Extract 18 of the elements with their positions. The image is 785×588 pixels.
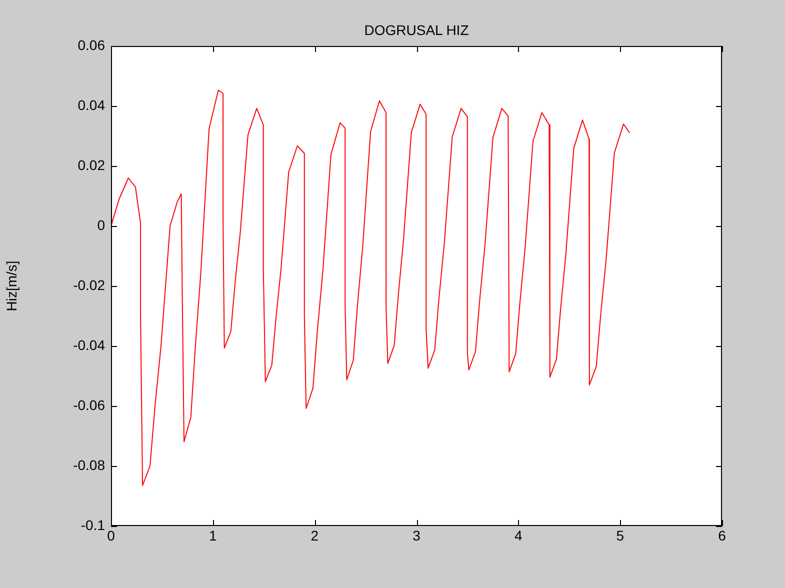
x-tick-label: 0 bbox=[107, 527, 116, 544]
y-tick-label: -0.08 bbox=[73, 456, 106, 473]
y-tick-label: -0.04 bbox=[73, 336, 106, 353]
y-tick-label: -0.1 bbox=[80, 516, 106, 533]
x-tick-label: 5 bbox=[616, 527, 624, 544]
x-tick-label: 2 bbox=[310, 527, 319, 544]
y-tick-label: 0.02 bbox=[78, 156, 106, 173]
x-tick-label: 3 bbox=[412, 527, 421, 544]
chart-title: DOGRUSAL HIZ bbox=[364, 22, 470, 38]
y-tick-label: -0.06 bbox=[73, 396, 106, 413]
x-tick-label: 4 bbox=[514, 527, 522, 544]
y-axis-title: Hiz[m/s] bbox=[3, 260, 20, 312]
y-tick-label: -0.02 bbox=[73, 276, 106, 293]
y-tick-label: 0.06 bbox=[78, 36, 106, 53]
y-tick-label: 0.04 bbox=[78, 96, 106, 113]
y-tick-label: 0 bbox=[97, 216, 106, 233]
x-tick-label: 6 bbox=[718, 527, 726, 544]
x-tick-label: 1 bbox=[208, 527, 217, 544]
